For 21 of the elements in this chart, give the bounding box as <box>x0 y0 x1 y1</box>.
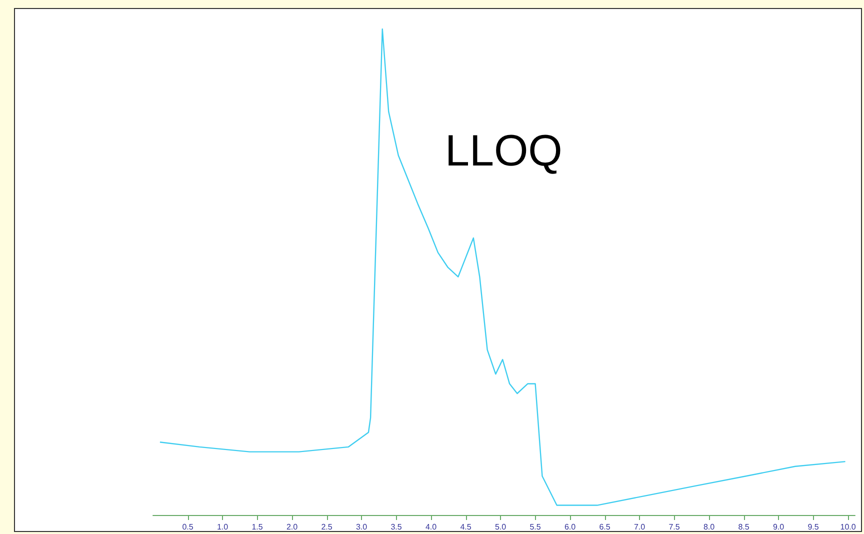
x-tick-label: 9.5 <box>808 522 820 532</box>
x-tick-label: 9.0 <box>772 522 785 532</box>
x-tick-label: 2.0 <box>286 522 298 532</box>
x-tick-label: 4.5 <box>460 522 472 532</box>
x-tick-label: 3.5 <box>390 522 402 532</box>
x-tick-label: 3.0 <box>356 522 368 532</box>
x-tick-label: 8.0 <box>703 522 716 532</box>
x-tick-label: 1.0 <box>216 522 229 532</box>
x-tick-label: 7.0 <box>634 522 646 532</box>
x-tick-label: 2.5 <box>321 522 333 532</box>
x-tick-label: 1.5 <box>252 522 264 532</box>
x-tick-label: 0.5 <box>182 522 194 532</box>
x-tick-label: 10.0 <box>840 522 856 532</box>
x-tick-label: 5.5 <box>530 522 542 532</box>
x-tick-label: 6.5 <box>599 522 611 532</box>
annotation: LLOQ <box>445 126 562 176</box>
x-tick-label: 8.5 <box>738 522 750 532</box>
x-tick-label: 4.0 <box>425 522 438 532</box>
x-tick-label: 7.5 <box>668 522 680 532</box>
x-tick-label: 5.0 <box>494 522 507 532</box>
x-tick-label: 6.0 <box>564 522 576 532</box>
